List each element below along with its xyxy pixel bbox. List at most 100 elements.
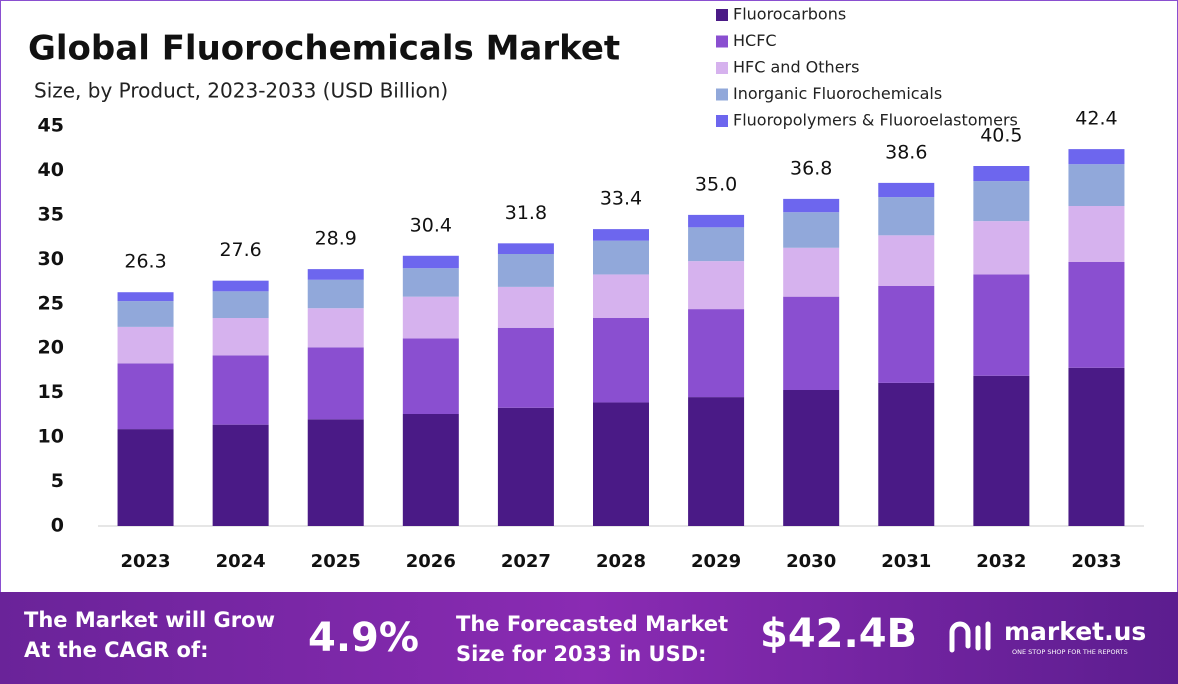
y-tick-label: 10: [38, 426, 64, 448]
cagr-text: The Market will Grow: [24, 608, 275, 632]
total-label: 27.6: [219, 239, 261, 261]
x-tick-label: 2023: [120, 551, 170, 572]
bar-segment: [497, 407, 554, 526]
bar-segment: [212, 424, 269, 526]
total-label: 30.4: [410, 214, 452, 236]
legend-label: Fluoropolymers & Fluoroelastomers: [733, 111, 1018, 130]
bar-segment: [402, 338, 459, 414]
bar-segment: [783, 247, 840, 297]
y-tick-label: 25: [38, 292, 64, 314]
bar-segment: [212, 318, 269, 356]
bar-segment: [973, 221, 1030, 275]
bar-segment: [973, 274, 1030, 376]
x-tick-label: 2032: [976, 551, 1026, 572]
x-tick-label: 2027: [501, 551, 551, 572]
bar-segment: [307, 347, 364, 420]
brand-logo: [949, 621, 991, 653]
bar-segment: [593, 402, 649, 526]
forecast-value: $42.4B: [760, 611, 917, 657]
bar-segment: [688, 214, 745, 228]
x-tick-label: 2029: [691, 551, 741, 572]
y-tick-label: 35: [38, 203, 64, 225]
legend-swatch: [716, 35, 728, 48]
y-tick-label: 5: [51, 470, 64, 492]
total-label: 38.6: [885, 141, 927, 163]
bar-segment: [593, 240, 649, 275]
bar-segment: [1068, 367, 1125, 526]
x-tick-label: 2025: [311, 551, 361, 572]
chart-title: Global Fluorochemicals Market: [28, 29, 620, 69]
bar-segment: [878, 382, 935, 526]
bar-segment: [1068, 149, 1125, 165]
y-tick-label: 30: [38, 248, 64, 270]
legend-label: Fluorocarbons: [733, 5, 846, 24]
bar-segment: [593, 318, 649, 403]
brand-tagline: ONE STOP SHOP FOR THE REPORTS: [1012, 648, 1128, 656]
y-tick-label: 40: [38, 159, 64, 181]
bar-segment: [688, 397, 745, 526]
x-tick-label: 2026: [406, 551, 456, 572]
legend-swatch: [716, 62, 728, 74]
y-tick-label: 45: [38, 115, 64, 137]
x-tick-label: 2024: [216, 551, 266, 572]
bar-segment: [307, 269, 364, 280]
bar-segment: [593, 274, 649, 318]
bar-segment: [117, 363, 174, 430]
total-label: 33.4: [600, 188, 642, 210]
chart-subtitle: Size, by Product, 2023-2033 (USD Billion…: [34, 79, 448, 103]
bar-segment: [402, 255, 459, 269]
bar-segment: [307, 308, 364, 348]
bar-segment: [497, 254, 554, 287]
bar-segment: [878, 197, 935, 236]
y-tick-label: 0: [51, 515, 64, 537]
bar-segment: [973, 166, 1030, 182]
bar-segment: [878, 286, 935, 383]
bar-segment: [688, 227, 745, 262]
total-label: 26.3: [124, 251, 166, 273]
total-label: 40.5: [980, 125, 1022, 147]
bar-segment: [593, 229, 649, 241]
legend-swatch: [716, 9, 728, 21]
legend-swatch: [716, 115, 728, 127]
bar-segment: [497, 327, 554, 408]
legend-label: HCFC: [733, 31, 777, 50]
legend-label: HFC and Others: [733, 58, 859, 77]
legend-label: Inorganic Fluorochemicals: [733, 84, 942, 103]
total-label: 42.4: [1075, 108, 1117, 130]
cagr-value: 4.9%: [308, 615, 419, 661]
total-label: 28.9: [315, 228, 357, 250]
bar-segment: [117, 292, 174, 302]
bar-segment: [973, 375, 1030, 526]
bar-segment: [307, 419, 364, 526]
bar-segment: [497, 286, 554, 328]
x-tick-label: 2031: [881, 551, 931, 572]
forecast-text: The Forecasted Market: [456, 612, 728, 636]
bar-segment: [212, 291, 269, 318]
bar-segment: [973, 181, 1030, 222]
bar-segment: [307, 279, 364, 309]
bar-segment: [212, 280, 269, 292]
bar-segment: [783, 390, 840, 526]
bar-segment: [117, 326, 174, 364]
bar-segment: [1068, 164, 1125, 206]
bar-segment: [878, 235, 935, 286]
bar-segment: [402, 414, 459, 526]
bar-segment: [117, 429, 174, 526]
bar-segment: [1068, 262, 1125, 368]
bar-segment: [783, 212, 840, 248]
total-label: 36.8: [790, 157, 832, 179]
brand-name: market.us: [1004, 617, 1146, 646]
bar-segment: [783, 296, 840, 390]
bar-segment: [688, 309, 745, 398]
x-tick-label: 2028: [596, 551, 646, 572]
total-label: 31.8: [505, 202, 547, 224]
y-tick-label: 15: [38, 381, 64, 403]
bar-segment: [402, 268, 459, 297]
bar-segment: [1068, 206, 1125, 262]
bar-segment: [783, 198, 840, 213]
bar-segment: [497, 243, 554, 254]
x-tick-label: 2033: [1071, 551, 1121, 572]
bar-segment: [402, 296, 459, 339]
bar-segment: [117, 301, 174, 327]
